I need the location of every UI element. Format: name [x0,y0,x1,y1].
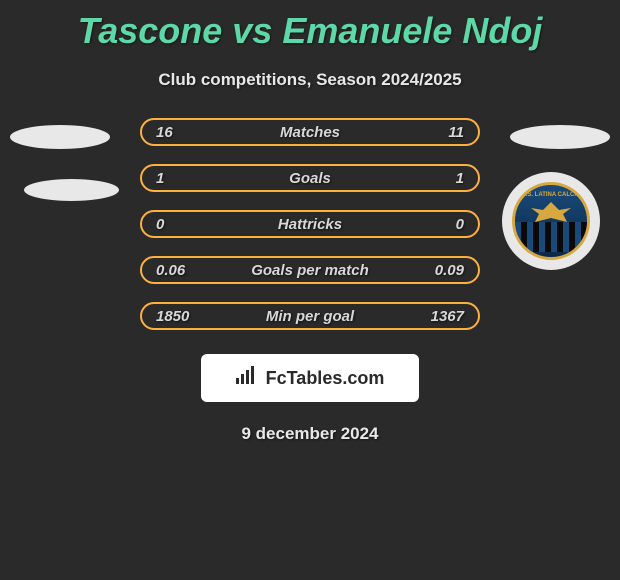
stat-player1-value: 1 [156,170,164,187]
logo-text: FcTables.com [266,368,385,389]
stat-player2-value: 1367 [431,308,464,325]
stat-label: Min per goal [266,308,354,325]
stat-row: 0 Hattricks 0 [140,210,480,238]
fctables-logo: FcTables.com [201,354,419,402]
player2-club-badge: U.S. LATINA CALCIO [502,172,600,270]
stat-label: Goals [289,170,331,187]
stat-player1-value: 16 [156,124,173,141]
stat-label: Goals per match [251,262,369,279]
badge-inner: U.S. LATINA CALCIO [512,182,590,260]
snapshot-date: 9 december 2024 [0,424,620,444]
chart-icon [236,366,260,390]
season-subtitle: Club competitions, Season 2024/2025 [0,70,620,90]
stat-row: 1 Goals 1 [140,164,480,192]
stat-player1-value: 0.06 [156,262,185,279]
stat-player2-value: 0.09 [435,262,464,279]
badge-club-name: U.S. LATINA CALCIO [521,192,580,198]
stat-row: 0.06 Goals per match 0.09 [140,256,480,284]
stat-player2-value: 0 [456,216,464,233]
stat-player1-value: 1850 [156,308,189,325]
stat-label: Matches [280,124,340,141]
player1-avatar-shadow-top [10,125,110,149]
player2-avatar-shadow-top [510,125,610,149]
badge-eagle-icon [531,202,571,222]
stat-label: Hattricks [278,216,342,233]
stat-row: 16 Matches 11 [140,118,480,146]
player1-avatar-shadow-bottom [24,179,119,201]
comparison-title: Tascone vs Emanuele Ndoj [0,0,620,52]
stat-player1-value: 0 [156,216,164,233]
stat-player2-value: 11 [448,124,464,141]
badge-stripes [515,222,587,252]
stat-player2-value: 1 [456,170,464,187]
stat-row: 1850 Min per goal 1367 [140,302,480,330]
